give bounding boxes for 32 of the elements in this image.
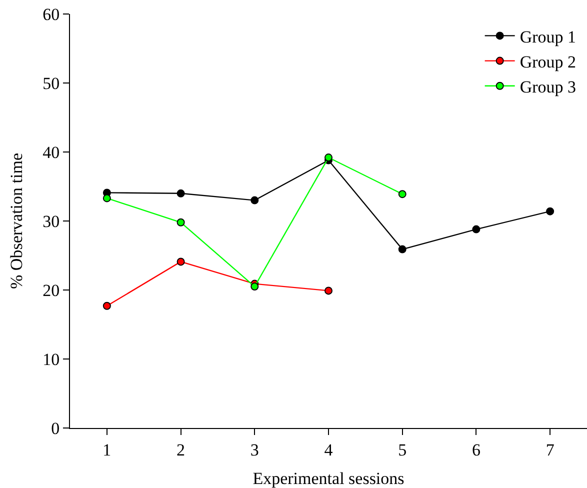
x-tick-label: 1 xyxy=(102,440,112,460)
x-tick-label: 4 xyxy=(324,440,334,460)
x-tick-label: 7 xyxy=(546,440,555,460)
y-tick-label: 0 xyxy=(51,418,60,438)
point xyxy=(250,196,259,204)
point xyxy=(250,282,259,291)
point xyxy=(398,245,406,254)
legend-label: Group 1 xyxy=(520,27,576,46)
x-tick-label: 3 xyxy=(250,440,259,460)
y-tick-label: 30 xyxy=(42,212,60,231)
point xyxy=(176,218,185,226)
point xyxy=(176,189,185,198)
y-tick-label: 50 xyxy=(42,74,60,93)
point xyxy=(324,154,332,162)
y-tick-label: 10 xyxy=(42,350,60,369)
point xyxy=(102,302,111,310)
y-axis-title: % Observation time xyxy=(7,153,26,289)
x-tick-label: 6 xyxy=(472,440,480,460)
x-axis-title: Experimental sessions xyxy=(252,469,404,488)
point xyxy=(324,286,332,295)
y-tick-label: 20 xyxy=(42,280,60,300)
point xyxy=(546,207,554,216)
y-tick-label: 60 xyxy=(42,4,60,24)
point xyxy=(398,190,406,198)
point xyxy=(176,258,185,266)
legend-label: Group 2 xyxy=(520,52,576,72)
x-tick-label: 5 xyxy=(398,440,407,460)
point xyxy=(102,194,111,202)
x-tick-label: 2 xyxy=(176,440,186,460)
y-tick-label: 40 xyxy=(42,142,60,162)
point xyxy=(472,225,480,234)
legend-label: Group 3 xyxy=(520,78,576,97)
